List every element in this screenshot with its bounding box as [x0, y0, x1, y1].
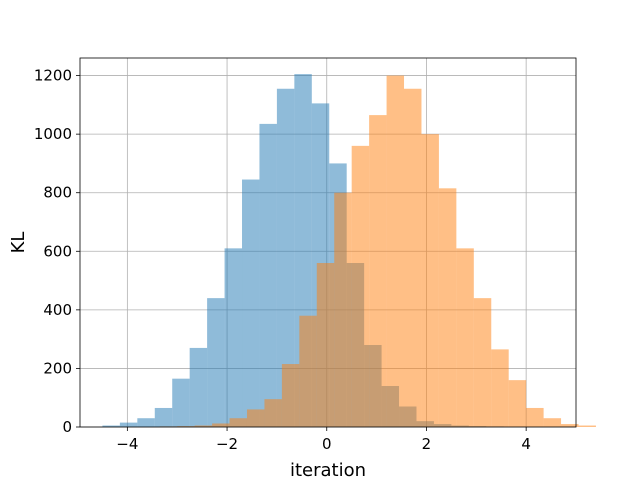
y-tick-label: 0 [62, 418, 72, 436]
y-tick-label: 1200 [34, 67, 72, 85]
histogram-bar-series-1 [137, 418, 155, 427]
histogram-bar-series-2 [456, 248, 474, 427]
y-axis-label: KL [8, 232, 29, 254]
histogram-bar-series-2 [264, 399, 282, 427]
y-tick-label: 800 [43, 184, 72, 202]
histogram-bar-series-2 [316, 263, 335, 427]
x-tick-label: −4 [116, 435, 138, 453]
x-tick-label: −2 [216, 435, 238, 453]
histogram-bar-series-1 [154, 407, 173, 427]
histogram-bar-series-1 [224, 248, 243, 427]
histogram-bar-series-2 [561, 424, 579, 427]
histogram-bar-series-1 [276, 88, 295, 427]
histogram-bar-series-2 [334, 192, 352, 427]
plot-frame [79, 57, 577, 428]
y-tick-label: 1000 [34, 125, 72, 143]
histogram-bar-series-1 [102, 425, 120, 427]
histogram-bar-series-1 [172, 378, 190, 427]
histogram-bars [102, 74, 596, 428]
histogram-bar-series-2 [578, 425, 596, 427]
histogram-bar-series-1 [259, 123, 277, 428]
histogram-bar-series-2 [246, 409, 265, 427]
x-tick-label: 2 [422, 435, 432, 453]
histogram-bar-series-1 [207, 298, 225, 427]
y-tick-label: 200 [43, 359, 72, 377]
histogram-bar-series-1 [242, 179, 260, 427]
histogram-bar-series-1 [119, 422, 138, 427]
histogram-bar-series-1 [189, 347, 208, 427]
histogram-bar-series-2 [473, 298, 492, 427]
histogram-bar-series-2 [526, 407, 544, 427]
histogram-bar-series-2 [438, 188, 457, 427]
histogram-bar-series-2 [281, 364, 300, 427]
histogram-bar-series-2 [491, 349, 509, 427]
histogram-bar-series-2 [194, 425, 213, 427]
y-tick-label: 600 [43, 242, 72, 260]
histogram-bar-series-2 [299, 315, 317, 427]
histogram-bar-series-2 [351, 145, 370, 427]
histogram-bar-series-2 [212, 423, 230, 427]
histogram-bar-series-2 [177, 426, 195, 427]
histogram-bar-series-2 [404, 88, 422, 427]
x-axis-label: iteration [290, 460, 366, 480]
x-tick-label: 4 [521, 435, 531, 453]
axis-ticks: −4 −2 0 2 4 0 200 400 600 800 1000 1200 [34, 67, 531, 453]
y-tick-label: 400 [43, 301, 72, 319]
x-tick-label: 0 [322, 435, 332, 453]
histogram-bar-series-2 [421, 134, 439, 427]
histogram-bar-series-2 [543, 418, 562, 427]
histogram-bar-series-2 [508, 380, 527, 427]
histogram-bar-series-2 [369, 115, 387, 427]
histogram-bar-series-2 [229, 418, 247, 427]
histogram-bar-series-2 [386, 75, 405, 428]
